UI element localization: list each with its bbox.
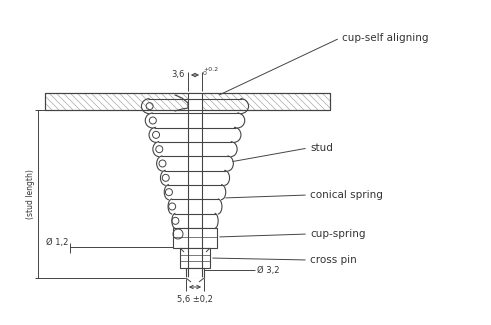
Bar xyxy=(188,93,202,278)
Bar xyxy=(173,228,217,248)
Text: +0.2: +0.2 xyxy=(203,67,218,72)
Bar xyxy=(45,93,330,110)
Polygon shape xyxy=(186,278,204,282)
Text: (stud length): (stud length) xyxy=(27,169,35,219)
Text: cup-self aligning: cup-self aligning xyxy=(342,33,429,43)
Text: Ø 1,2: Ø 1,2 xyxy=(46,238,68,246)
Text: cup-spring: cup-spring xyxy=(310,229,365,239)
Bar xyxy=(180,248,210,268)
Bar xyxy=(186,268,204,278)
Text: Ø 3,2: Ø 3,2 xyxy=(257,266,279,275)
Text: stud: stud xyxy=(310,143,333,153)
Text: 3,6: 3,6 xyxy=(172,71,185,80)
Text: 5,6 ±0,2: 5,6 ±0,2 xyxy=(177,295,213,304)
Text: 0: 0 xyxy=(203,71,207,76)
Text: cross pin: cross pin xyxy=(310,255,357,265)
Text: conical spring: conical spring xyxy=(310,190,383,200)
Bar xyxy=(45,93,330,110)
